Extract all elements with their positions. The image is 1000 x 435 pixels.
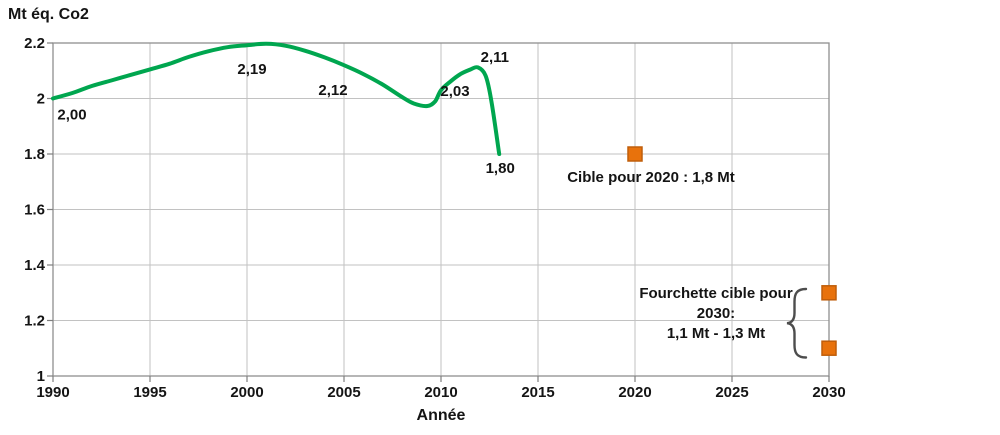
target-2020-label: Cible pour 2020 : 1,8 Mt: [567, 169, 735, 186]
axis-ticks: [47, 42, 830, 382]
svg-text:2,19: 2,19: [237, 61, 266, 78]
svg-text:1995: 1995: [133, 384, 166, 401]
svg-text:2,00: 2,00: [57, 107, 86, 124]
svg-text:2020: 2020: [618, 384, 651, 401]
target-2030-line3: 1,1 Mt - 1,3 Mt: [666, 325, 766, 342]
target-markers: [627, 146, 837, 356]
svg-text:1.6: 1.6: [24, 202, 45, 219]
target-2030-line1: Fourchette cible pour: [639, 285, 793, 302]
svg-text:2,11: 2,11: [481, 49, 509, 66]
svg-text:2005: 2005: [327, 384, 360, 401]
svg-text:1.2: 1.2: [24, 313, 45, 330]
svg-text:2025: 2025: [715, 384, 748, 401]
svg-text:2010: 2010: [424, 384, 457, 401]
svg-text:2030: 2030: [812, 384, 845, 401]
axis-tick-labels: 1990 1995 2000 2005 2010 2015 2020 2025 2030 2.2 2…: [24, 35, 846, 401]
brace-2030-range: [786, 287, 808, 359]
svg-text:1.4: 1.4: [24, 257, 46, 274]
target-2030-line2: 2030:: [696, 305, 736, 322]
x-axis-title: Année: [416, 407, 466, 424]
svg-text:2,03: 2,03: [440, 83, 469, 100]
svg-text:2015: 2015: [521, 384, 554, 401]
svg-text:2000: 2000: [230, 384, 263, 401]
svg-text:1.8: 1.8: [24, 146, 45, 163]
y-axis-title: Mt éq. Co2: [8, 6, 89, 23]
svg-text:1990: 1990: [36, 384, 69, 401]
svg-text:2: 2: [37, 91, 45, 108]
svg-text:1: 1: [37, 368, 45, 385]
svg-text:2,12: 2,12: [318, 82, 347, 99]
target-2030-label: Fourchette cible pour 2030: 1,1 Mt - 1,3…: [639, 284, 792, 344]
point-labels: 2,00 2,19 2,12 2,03 2,11 1,80: [57, 49, 514, 177]
svg-text:2.2: 2.2: [24, 35, 45, 52]
svg-text:1,80: 1,80: [486, 160, 515, 177]
emissions-curve: [51, 41, 502, 156]
